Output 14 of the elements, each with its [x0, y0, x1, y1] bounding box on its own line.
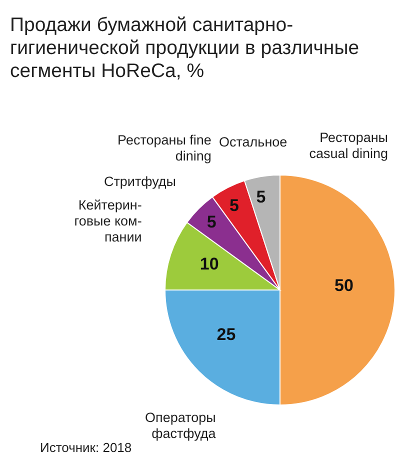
data-label: 5: [230, 196, 240, 216]
data-label: 50: [334, 276, 354, 295]
data-label: 25: [216, 324, 236, 344]
data-label: 5: [206, 212, 216, 232]
slice-label: Стритфуды: [104, 174, 176, 190]
slice-label: Рестораны fine dining: [118, 132, 212, 164]
slice-label: Остальное: [219, 134, 288, 150]
text: Источник: 2018: [40, 440, 132, 455]
slice-label: Рестораны casual dining: [309, 130, 388, 162]
slice-label: Операторы фастфуда: [145, 410, 216, 441]
chart-title: Продажи бумажной санитарно- гигиенической продукции в различные сегменты HoReCa, %: [10, 14, 360, 83]
data-label: 5: [256, 187, 266, 206]
data-label: 10: [200, 254, 219, 274]
slice-label: Кейтерин- говые ком- пании: [74, 198, 142, 245]
